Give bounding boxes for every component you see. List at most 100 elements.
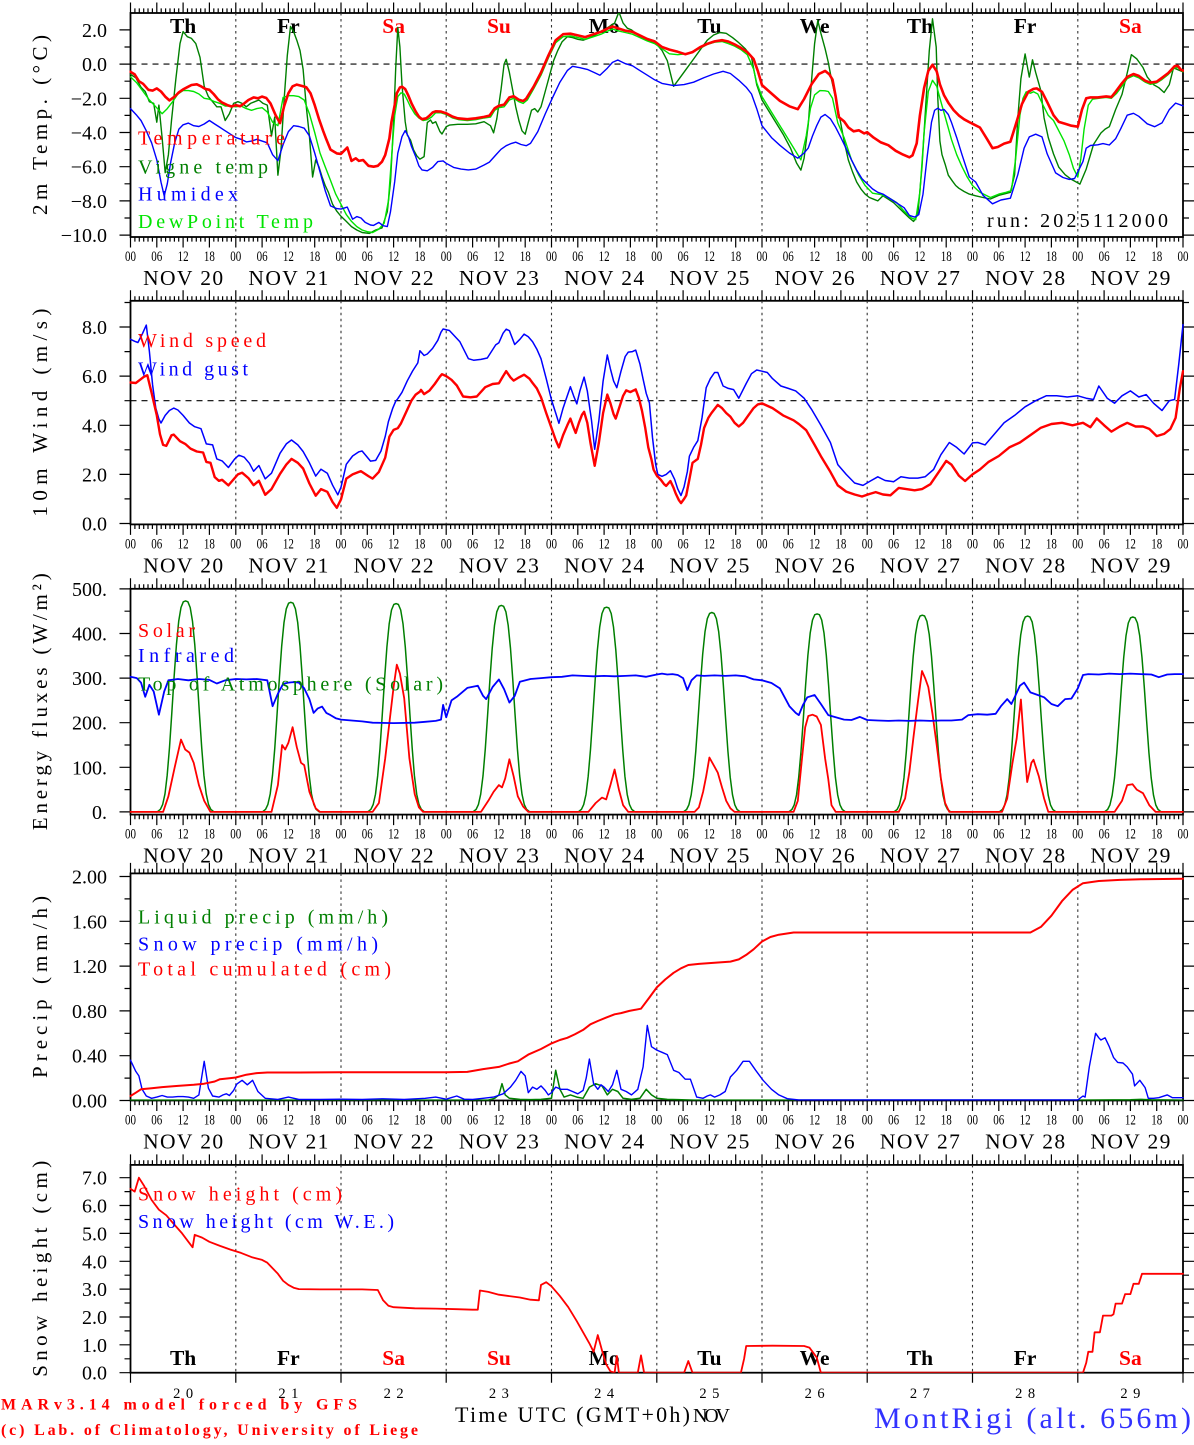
svg-text:06: 06 <box>257 1113 268 1129</box>
svg-text:12: 12 <box>704 249 715 265</box>
svg-text:06: 06 <box>362 249 373 265</box>
svg-text:2m Temp. (°C): 2m Temp. (°C) <box>28 35 52 215</box>
svg-text:00: 00 <box>757 536 768 552</box>
svg-text:00: 00 <box>651 827 662 843</box>
svg-text:1.60: 1.60 <box>72 911 107 933</box>
svg-text:06: 06 <box>257 827 268 843</box>
svg-text:18: 18 <box>941 536 952 552</box>
svg-text:12: 12 <box>283 536 294 552</box>
svg-text:18: 18 <box>835 827 846 843</box>
svg-text:Sa: Sa <box>382 14 405 38</box>
svg-text:NOV 25: NOV 25 <box>669 553 749 577</box>
svg-text:12: 12 <box>283 249 294 265</box>
svg-text:18: 18 <box>309 249 320 265</box>
svg-text:18: 18 <box>941 249 952 265</box>
svg-text:06: 06 <box>678 1113 689 1129</box>
svg-text:12: 12 <box>493 827 504 843</box>
svg-text:18: 18 <box>520 536 531 552</box>
svg-text:12: 12 <box>388 249 399 265</box>
svg-text:00: 00 <box>546 249 557 265</box>
svg-text:00: 00 <box>125 536 136 552</box>
svg-text:Tu: Tu <box>697 1346 721 1370</box>
svg-text:00: 00 <box>441 536 452 552</box>
svg-text:00: 00 <box>125 827 136 843</box>
svg-text:12: 12 <box>1125 1113 1136 1129</box>
svg-text:−4.0: −4.0 <box>71 123 107 145</box>
svg-text:00: 00 <box>1072 249 1083 265</box>
svg-text:00: 00 <box>862 827 873 843</box>
svg-text:300.: 300. <box>72 668 107 690</box>
svg-text:Snow height (cm): Snow height (cm) <box>28 1161 52 1377</box>
svg-text:NOV 26: NOV 26 <box>775 266 855 290</box>
svg-text:0.0: 0.0 <box>82 54 107 76</box>
svg-text:06: 06 <box>362 1113 373 1129</box>
svg-text:12: 12 <box>493 249 504 265</box>
svg-text:00: 00 <box>546 827 557 843</box>
svg-text:Su: Su <box>487 1346 511 1370</box>
svg-text:00: 00 <box>441 1113 452 1129</box>
svg-text:2.0: 2.0 <box>82 20 107 42</box>
svg-text:00: 00 <box>546 536 557 552</box>
svg-text:06: 06 <box>151 1113 162 1129</box>
svg-text:NOV 20: NOV 20 <box>143 1130 223 1154</box>
svg-text:12: 12 <box>599 536 610 552</box>
svg-text:06: 06 <box>467 1113 478 1129</box>
svg-text:18: 18 <box>520 827 531 843</box>
svg-text:NOV 22: NOV 22 <box>354 266 434 290</box>
svg-text:−2.0: −2.0 <box>71 88 107 110</box>
svg-text:00: 00 <box>862 536 873 552</box>
svg-text:18: 18 <box>414 249 425 265</box>
svg-text:12: 12 <box>178 1113 189 1129</box>
svg-text:00: 00 <box>230 536 241 552</box>
svg-text:12: 12 <box>599 249 610 265</box>
svg-text:00: 00 <box>757 827 768 843</box>
svg-text:−10.0: −10.0 <box>61 225 107 247</box>
svg-text:12: 12 <box>1020 249 1031 265</box>
svg-text:00: 00 <box>1178 249 1189 265</box>
svg-text:Th: Th <box>170 1346 196 1370</box>
svg-text:200.: 200. <box>72 713 107 735</box>
svg-text:NOV 24: NOV 24 <box>564 1130 644 1154</box>
svg-text:18: 18 <box>1151 536 1162 552</box>
svg-text:06: 06 <box>257 536 268 552</box>
svg-text:18: 18 <box>1046 827 1057 843</box>
svg-text:18: 18 <box>625 249 636 265</box>
svg-text:18: 18 <box>204 827 215 843</box>
svg-text:06: 06 <box>888 827 899 843</box>
svg-text:06: 06 <box>678 827 689 843</box>
svg-text:NOV 21: NOV 21 <box>248 1130 328 1154</box>
svg-text:NOV 29: NOV 29 <box>1090 553 1170 577</box>
svg-text:00: 00 <box>967 827 978 843</box>
svg-text:Sa: Sa <box>382 1346 405 1370</box>
svg-text:12: 12 <box>178 249 189 265</box>
svg-text:06: 06 <box>257 249 268 265</box>
svg-text:12: 12 <box>493 536 504 552</box>
svg-text:18: 18 <box>730 827 741 843</box>
svg-text:18: 18 <box>835 249 846 265</box>
svg-text:2.00: 2.00 <box>72 867 107 889</box>
svg-text:0.: 0. <box>92 802 107 824</box>
svg-text:−6.0: −6.0 <box>71 157 107 179</box>
svg-text:00: 00 <box>967 536 978 552</box>
svg-text:3.0: 3.0 <box>82 1279 107 1301</box>
svg-text:06: 06 <box>678 249 689 265</box>
svg-text:18: 18 <box>414 1113 425 1129</box>
svg-text:We: We <box>800 14 830 38</box>
svg-text:18: 18 <box>520 249 531 265</box>
svg-text:18: 18 <box>625 536 636 552</box>
svg-text:NOV 27: NOV 27 <box>880 266 960 290</box>
svg-text:00: 00 <box>1072 536 1083 552</box>
svg-text:NOV 23: NOV 23 <box>459 1130 539 1154</box>
svg-text:Fr: Fr <box>1014 1346 1037 1370</box>
svg-text:00: 00 <box>862 249 873 265</box>
svg-text:18: 18 <box>625 1113 636 1129</box>
svg-text:Th: Th <box>170 14 196 38</box>
svg-text:00: 00 <box>757 1113 768 1129</box>
svg-text:Sa: Sa <box>1119 1346 1142 1370</box>
svg-text:NOV 21: NOV 21 <box>248 553 328 577</box>
svg-text:NOV: NOV <box>693 1405 731 1427</box>
svg-text:12: 12 <box>914 827 925 843</box>
svg-text:18: 18 <box>835 1113 846 1129</box>
svg-text:00: 00 <box>336 249 347 265</box>
svg-text:−8.0: −8.0 <box>71 191 107 213</box>
